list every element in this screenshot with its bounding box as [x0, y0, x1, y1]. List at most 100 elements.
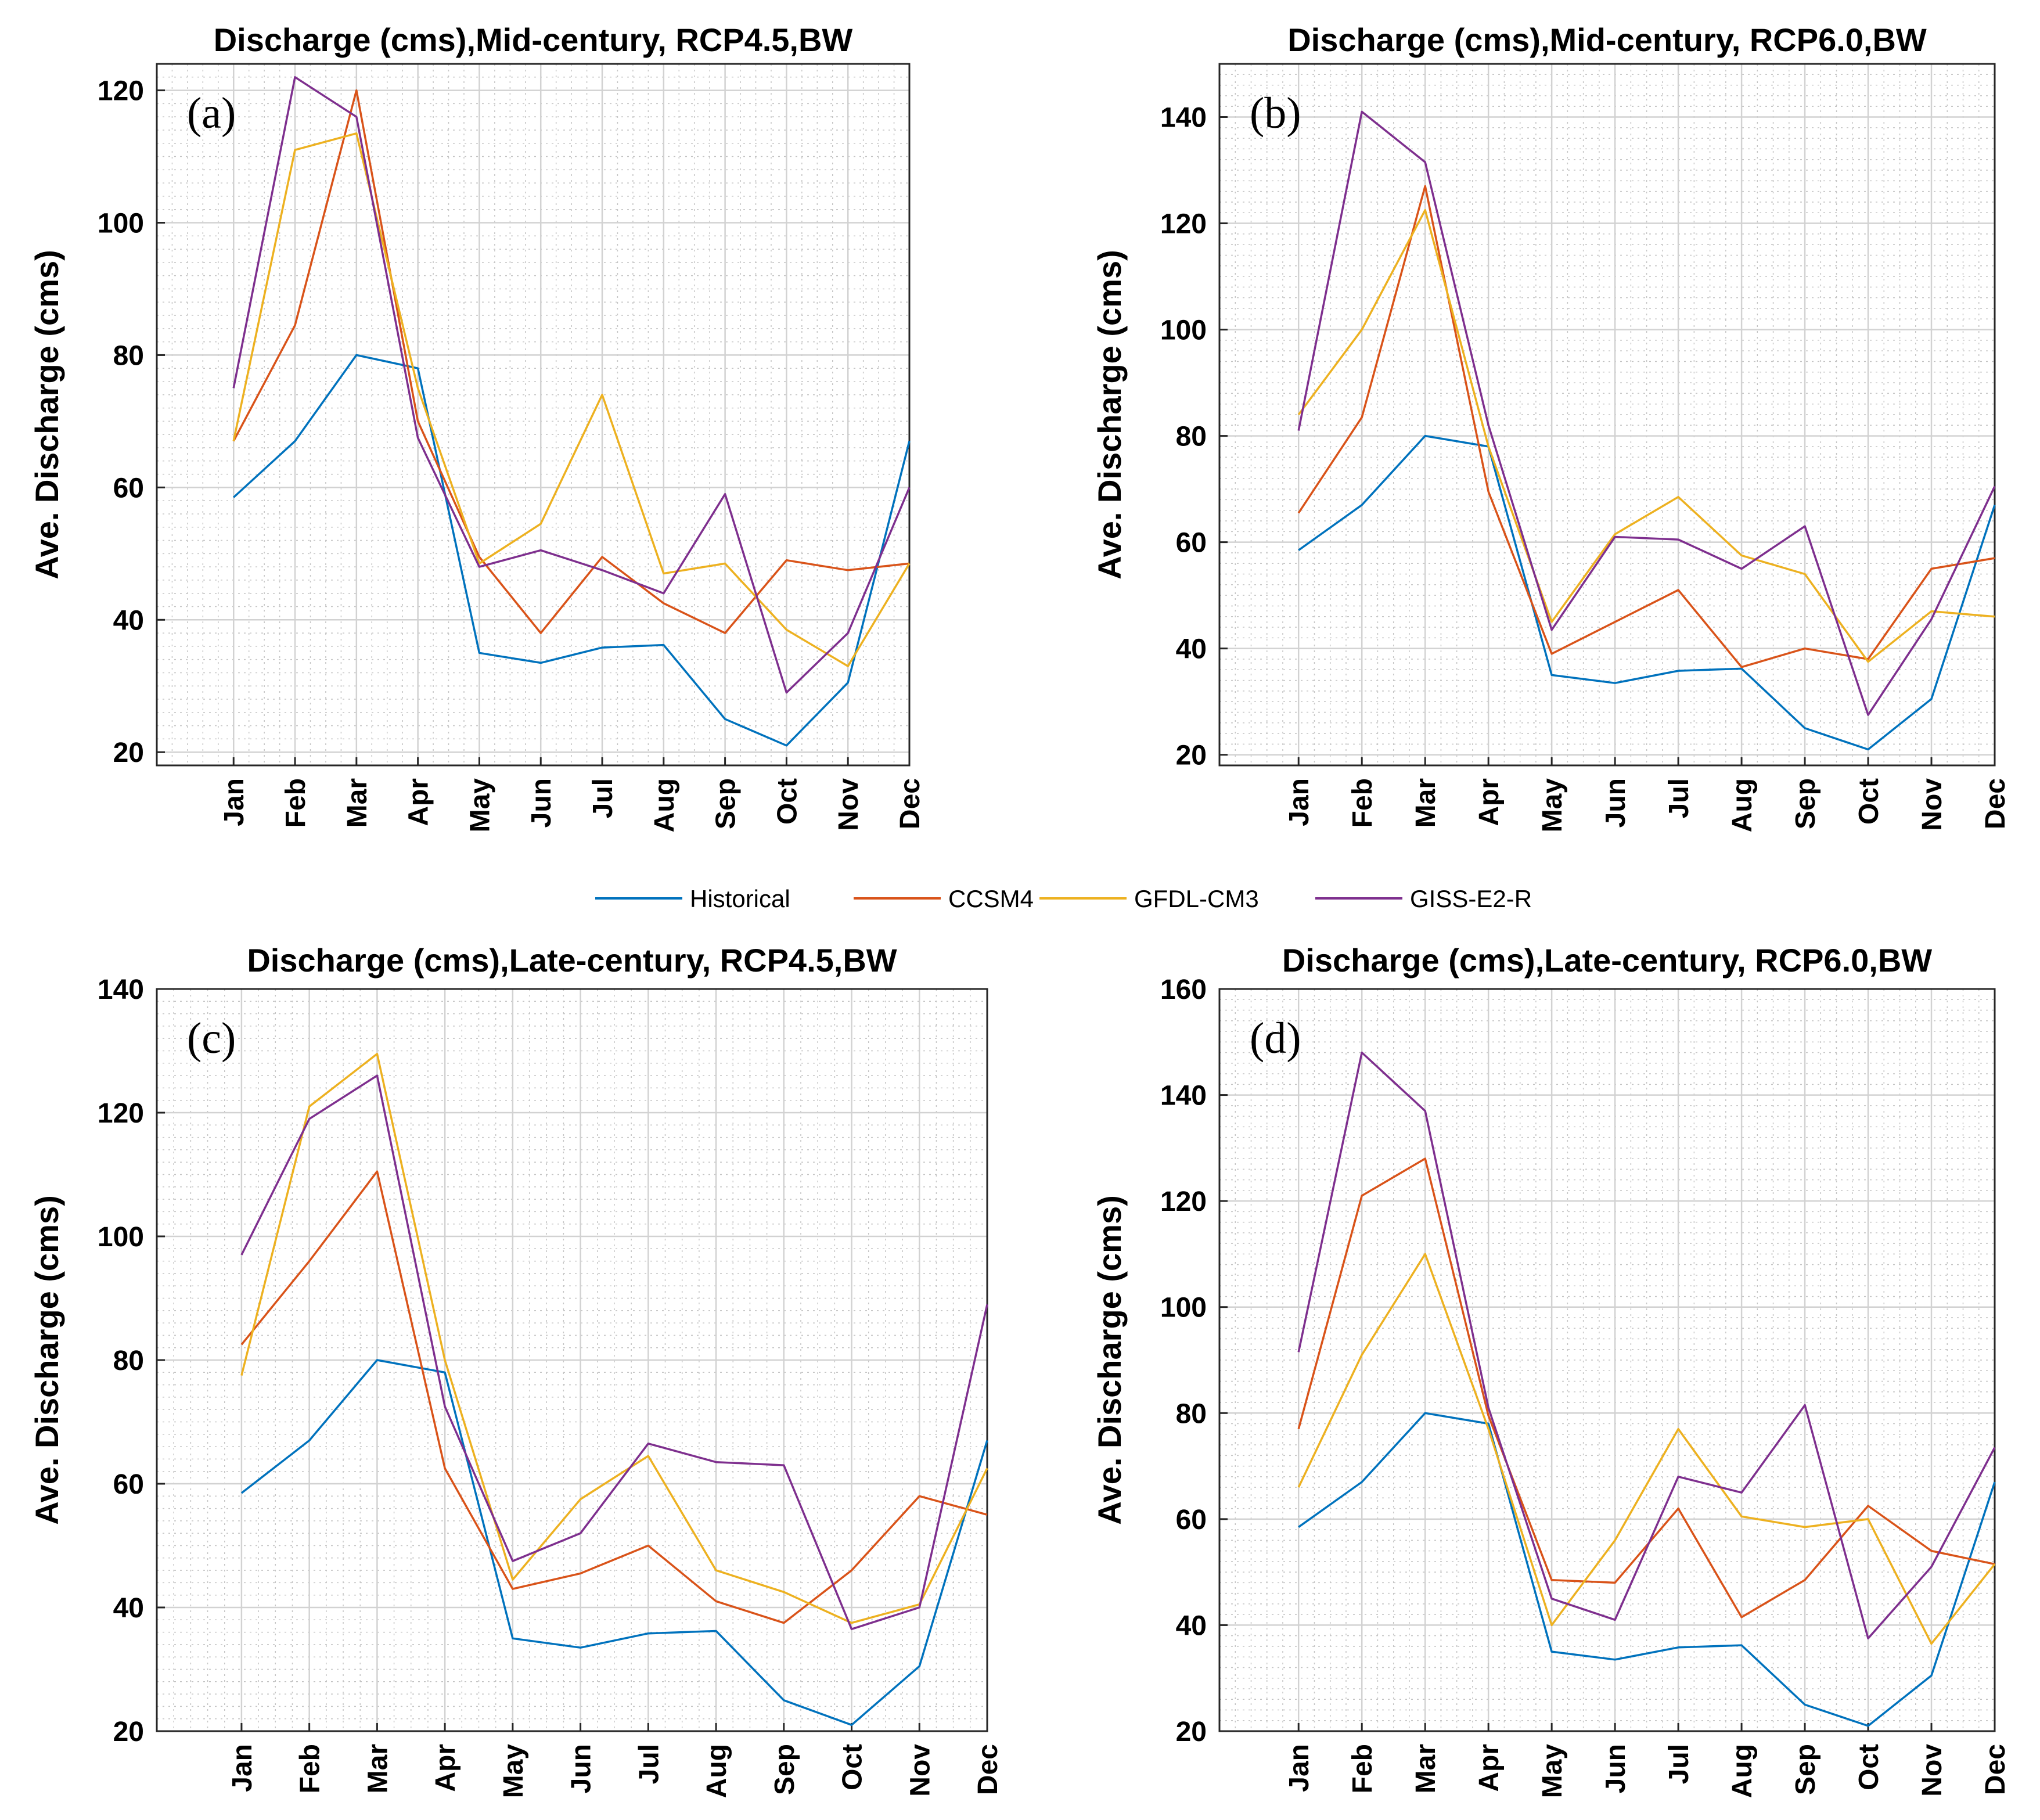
x-tick-label: Dec [973, 1744, 1003, 1795]
series-line-ccsm4 [232, 89, 910, 634]
y-tick-label: 80 [113, 1346, 144, 1376]
y-tick-label: 20 [1176, 1717, 1207, 1747]
x-tick-label: Nov [905, 1744, 936, 1797]
series-line-historical [240, 1359, 988, 1727]
y-tick-label: 40 [1176, 1610, 1207, 1641]
x-tick-label: Oct [1854, 1744, 1884, 1790]
minor-grid [1219, 989, 1995, 1731]
x-tick-label: Jul [588, 778, 618, 818]
x-tick-label: Jul [634, 1744, 664, 1784]
y-tick-label: 100 [98, 208, 144, 239]
series-line-ccsm4 [1297, 1157, 1995, 1618]
series-line-ccsm4 [240, 1170, 988, 1624]
y-axis-label: Ave. Discharge (cms) [1091, 250, 1128, 580]
x-tick-label: Apr [404, 778, 434, 826]
y-tick-label: 40 [113, 1593, 144, 1624]
series-line-gfdl-cm3 [1297, 1253, 1996, 1645]
panel-d: 20 40 60 80 100 120 140 160 Jan Feb Mar Apr May Jun Ju… [1091, 942, 2011, 1798]
x-tick-label: Apr [1474, 778, 1505, 826]
panel-c: 20 40 60 80 100 120 140 Jan Feb Mar Apr May Jun Jul Au… [28, 942, 1003, 1798]
y-tick-label: 100 [1160, 315, 1207, 346]
x-tick-label: Jun [526, 778, 557, 828]
x-tick-label: Jun [1600, 778, 1631, 828]
x-tick-label: Mar [362, 1744, 393, 1793]
y-axis-label: Ave. Discharge (cms) [28, 250, 65, 580]
x-tick-label: Dec [1980, 1744, 2011, 1795]
y-tick-label: 40 [1176, 634, 1207, 665]
panel-label: (a) [187, 89, 236, 138]
series-line-historical [233, 354, 911, 747]
axes-box [1218, 63, 1996, 767]
x-tick-label: Apr [430, 1744, 461, 1792]
x-tick-label: Dec [1980, 778, 2011, 829]
x-tick-label: Nov [1917, 1744, 1948, 1797]
legend-label: Historical [690, 885, 790, 912]
x-tick-label: May [1537, 1744, 1568, 1799]
x-tick-label: Mar [1411, 778, 1441, 828]
major-grid [1219, 64, 1996, 765]
x-tick-label: Jun [1600, 1744, 1631, 1793]
x-tick-label: Sep [1790, 1744, 1821, 1795]
x-tick-label: Sep [1790, 778, 1821, 829]
x-tick-label: Oct [772, 778, 803, 825]
x-tick-label: Aug [1727, 1744, 1758, 1798]
x-tick-label: Jan [227, 1744, 258, 1792]
series-line-historical [1298, 1412, 1996, 1727]
x-tick-label: Sep [769, 1744, 800, 1795]
legend-label: GISS-E2-R [1410, 885, 1532, 912]
x-tick-label: Oct [837, 1744, 868, 1790]
x-tick-label: Apr [1474, 1744, 1505, 1792]
major-grid [157, 64, 911, 765]
y-tick-label: 140 [1160, 1081, 1207, 1112]
x-tick-label: May [498, 1744, 529, 1799]
y-tick-label: 80 [1176, 422, 1207, 452]
x-tick-label: May [1537, 778, 1568, 833]
y-tick-label: 20 [1176, 740, 1207, 771]
panel-label: (d) [1250, 1014, 1301, 1063]
panel-a: 20 40 60 80 100 120 Jan Feb Mar Apr May Jun Jul Aug Se… [28, 21, 926, 832]
x-tick-label: Jan [1284, 1744, 1315, 1792]
x-tick-label: Mar [1411, 1744, 1441, 1793]
series-line-giss-e2-r [1297, 110, 1996, 716]
series-line-gfdl-cm3 [240, 1053, 988, 1624]
y-tick-label: 60 [113, 1469, 144, 1500]
x-tick-label: Nov [1917, 778, 1948, 831]
x-tick-label: May [465, 778, 495, 833]
y-tick-label: 100 [98, 1222, 144, 1253]
y-tick-label: 80 [113, 340, 144, 371]
series-line-giss-e2-r [240, 1074, 988, 1631]
chart-title: Discharge (cms),Late-century, RCP6.0,BW [1282, 942, 1932, 979]
x-tick-label: Feb [280, 778, 311, 828]
legend: Historical CCSM4 GFDL-CM3 GISS-E2-R [595, 885, 1532, 912]
axes-box [1218, 988, 1996, 1732]
y-axis-label: Ave. Discharge (cms) [28, 1195, 65, 1525]
y-tick-label: 20 [113, 1717, 144, 1747]
legend-label: CCSM4 [948, 885, 1034, 912]
y-tick-label: 140 [1160, 103, 1207, 134]
y-tick-label: 60 [1176, 1505, 1207, 1535]
x-tick-label: Feb [1347, 1744, 1378, 1793]
chart-title: Discharge (cms),Mid-century, RCP4.5,BW [214, 21, 853, 58]
x-tick-label: Nov [833, 778, 864, 831]
series-line-gfdl-cm3 [1297, 208, 1995, 663]
legend-label: GFDL-CM3 [1134, 885, 1259, 912]
panel-b: 20 40 60 80 100 120 140 Jan Feb Mar Apr May Jun Jul Au… [1091, 21, 2011, 832]
minor-grid [156, 63, 910, 766]
x-tick-label: Oct [1854, 778, 1884, 825]
series-line-giss-e2-r [232, 76, 911, 694]
panel-label: (b) [1250, 89, 1301, 138]
x-tick-label: Jan [219, 778, 250, 826]
axes-box [156, 63, 911, 767]
series-line-gfdl-cm3 [232, 132, 911, 667]
x-tick-label: Jun [566, 1744, 597, 1793]
x-tick-label: Feb [295, 1744, 326, 1793]
x-tick-label: Jan [1284, 778, 1315, 826]
y-tick-label: 120 [98, 1098, 144, 1129]
x-tick-label: Aug [701, 1744, 732, 1798]
x-tick-label: Sep [711, 778, 742, 829]
series-line-giss-e2-r [1297, 1051, 1996, 1640]
y-tick-label: 40 [113, 605, 144, 636]
series-line-historical [1298, 434, 1996, 751]
panels: 20 40 60 80 100 120 Jan Feb Mar Apr May Jun Jul Aug Se… [28, 21, 2011, 1798]
